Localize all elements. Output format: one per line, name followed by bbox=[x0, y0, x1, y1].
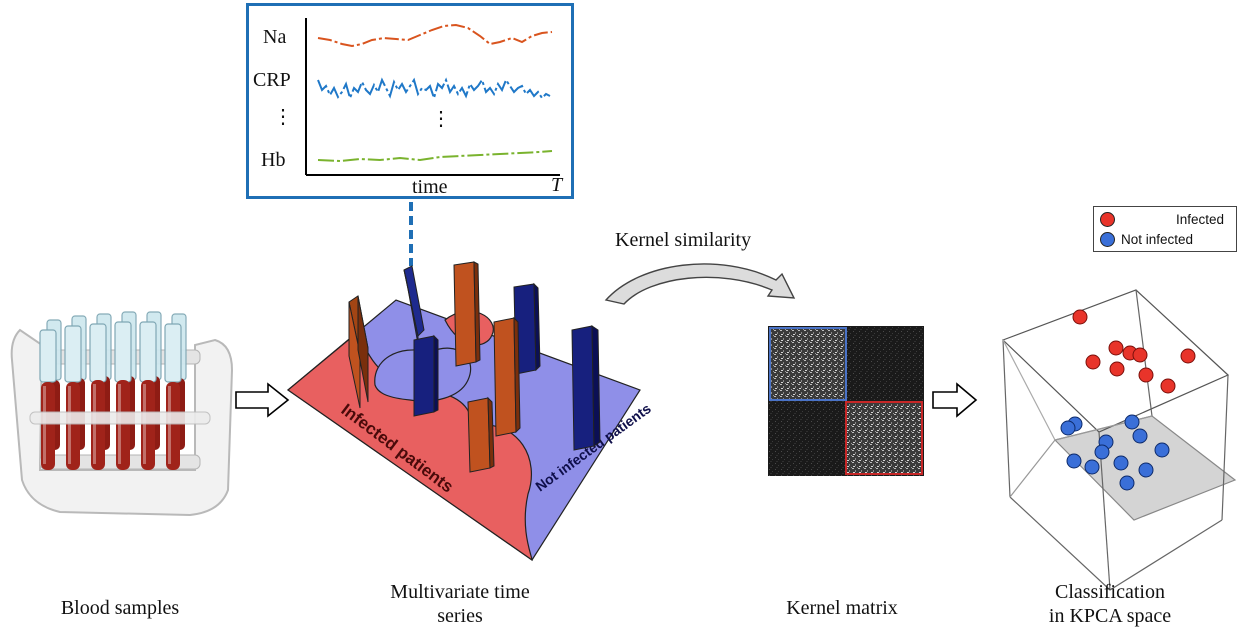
ts-series-hb bbox=[317, 150, 553, 163]
test-tube-rack-icon bbox=[10, 311, 234, 517]
legend-item-infected: Infected bbox=[1100, 209, 1230, 229]
kpca-cube bbox=[1001, 289, 1237, 591]
ts-label-hb: Hb bbox=[261, 149, 286, 171]
ts-series-na bbox=[317, 23, 553, 48]
kernel-matrix bbox=[768, 326, 924, 476]
ts-dots-middle: ⋮ bbox=[431, 108, 451, 130]
legend-dot-infected bbox=[1100, 211, 1115, 227]
caption-classification: Classification in KPCA space bbox=[1010, 580, 1210, 628]
patient-bar-4 bbox=[513, 282, 541, 375]
right-arrow-icon-2 bbox=[932, 382, 978, 418]
timeseries-panel: Na CRP ⋮ ⋮ Hb time T bbox=[246, 3, 574, 199]
caption-classification-line1: Classification bbox=[1055, 581, 1165, 603]
caption-blood-samples: Blood samples bbox=[20, 596, 220, 620]
kpca-points-infected bbox=[1072, 309, 1196, 394]
caption-kernel-text: Kernel matrix bbox=[786, 597, 898, 619]
kernel-similarity-label: Kernel similarity bbox=[615, 229, 752, 251]
ts-dots-left: ⋮ bbox=[273, 106, 293, 128]
patient-bar-1 bbox=[348, 295, 369, 409]
ts-series-crp bbox=[317, 77, 551, 102]
curved-arrow-icon bbox=[604, 263, 796, 305]
patient-map bbox=[287, 299, 641, 562]
caption-multivariate-line2: series bbox=[437, 605, 483, 627]
patient-bar-5 bbox=[413, 334, 439, 417]
legend: Infected Not infected bbox=[1093, 206, 1237, 252]
caption-classification-line2: in KPCA space bbox=[1048, 605, 1172, 627]
legend-item-not-infected: Not infected bbox=[1100, 229, 1230, 249]
ts-x-end: T bbox=[551, 174, 563, 196]
legend-label-not-infected: Not infected bbox=[1121, 231, 1194, 247]
patient-bar-7 bbox=[571, 325, 601, 451]
caption-blood-text: Blood samples bbox=[60, 597, 180, 619]
ts-x-label: time bbox=[412, 176, 448, 198]
patient-bars bbox=[348, 261, 601, 473]
ts-label-na: Na bbox=[263, 26, 287, 48]
kpca-points-not-infected bbox=[1060, 414, 1170, 491]
patient-bar-6 bbox=[493, 316, 521, 437]
patient-bar-8 bbox=[467, 396, 495, 473]
caption-multivariate: Multivariate time series bbox=[360, 580, 560, 628]
legend-label-infected: Infected bbox=[1175, 211, 1224, 227]
patient-bar-3 bbox=[453, 261, 481, 367]
ts-axes bbox=[305, 18, 560, 176]
caption-kernel-matrix: Kernel matrix bbox=[752, 596, 932, 620]
legend-dot-not-infected bbox=[1100, 231, 1115, 247]
right-arrow-icon bbox=[235, 382, 290, 418]
ts-label-crp: CRP bbox=[253, 69, 291, 91]
caption-multivariate-line1: Multivariate time bbox=[390, 581, 530, 603]
